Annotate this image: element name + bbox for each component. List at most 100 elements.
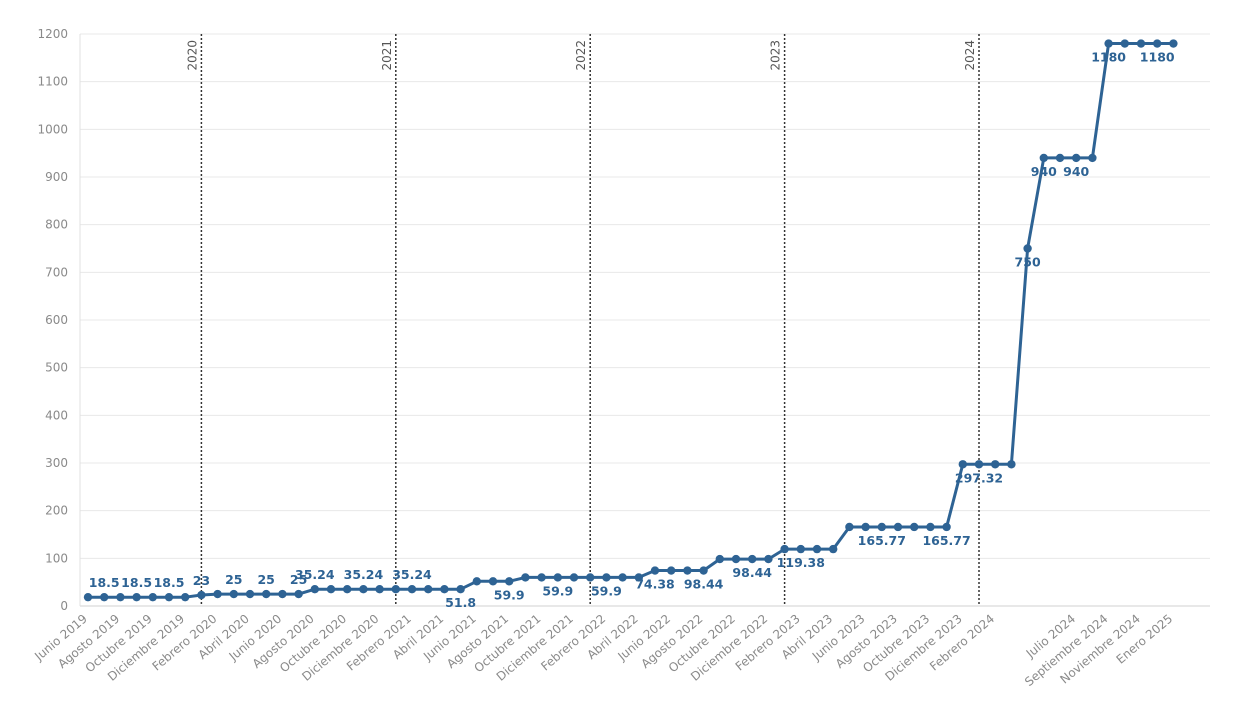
- data-label: 940: [1031, 164, 1057, 179]
- data-point: [796, 544, 805, 554]
- data-point: [731, 554, 741, 564]
- data-point: [1120, 39, 1130, 48]
- y-tick-label: 1000: [37, 122, 68, 136]
- y-tick-label: 400: [45, 408, 68, 422]
- y-tick-label: 600: [45, 313, 68, 327]
- data-point: [780, 544, 789, 554]
- data-point: [602, 573, 611, 582]
- data-point: [586, 573, 595, 582]
- data-label: 25: [290, 572, 307, 587]
- data-label: 98.44: [732, 565, 772, 580]
- data-point: [148, 592, 157, 602]
- data-label: 51.8: [445, 595, 476, 610]
- data-point: [1055, 153, 1065, 163]
- data-label: 35.24: [392, 567, 432, 582]
- data-point: [488, 577, 498, 586]
- data-point: [83, 592, 93, 602]
- data-point: [537, 573, 546, 582]
- year-label: 2020: [185, 40, 199, 71]
- data-point: [229, 589, 238, 599]
- data-point: [1104, 39, 1113, 48]
- data-point: [505, 577, 514, 586]
- year-label: 2022: [574, 40, 588, 71]
- data-label: 59.9: [591, 583, 622, 598]
- year-label: 2024: [963, 40, 977, 71]
- data-label: 119.38: [777, 555, 825, 570]
- data-point: [634, 573, 643, 582]
- data-point: [893, 522, 903, 532]
- data-point: [618, 573, 627, 582]
- data-point: [683, 566, 692, 575]
- data-point: [699, 566, 708, 575]
- data-label: 23: [193, 573, 210, 588]
- year-label: 2023: [769, 40, 783, 71]
- data-point: [764, 554, 773, 564]
- data-label: 25: [257, 572, 274, 587]
- data-point: [100, 592, 109, 602]
- data-point: [1007, 460, 1016, 469]
- data-label: 165.77: [858, 533, 906, 548]
- y-tick-label: 300: [45, 456, 68, 470]
- data-point: [942, 522, 951, 532]
- data-label: 18.5: [121, 575, 152, 590]
- data-label: 1180: [1140, 50, 1175, 65]
- data-label: 59.9: [542, 583, 573, 598]
- y-tick-label: 900: [45, 170, 68, 184]
- data-point: [861, 522, 870, 532]
- data-point: [213, 589, 222, 599]
- data-point: [245, 589, 255, 599]
- data-label: 750: [1015, 255, 1041, 270]
- data-label: 35.24: [344, 567, 384, 582]
- data-point: [1153, 39, 1162, 48]
- data-label: 18.5: [89, 575, 120, 590]
- data-point: [1088, 153, 1097, 163]
- data-point: [926, 522, 935, 532]
- data-label: 165.77: [922, 533, 970, 548]
- data-point: [877, 522, 886, 532]
- data-point: [650, 566, 660, 575]
- data-point: [181, 592, 190, 602]
- data-point: [974, 460, 984, 469]
- data-point: [164, 592, 174, 602]
- data-point: [715, 554, 724, 564]
- y-tick-label: 0: [60, 599, 68, 613]
- y-tick-label: 100: [45, 551, 68, 565]
- data-point: [1039, 153, 1049, 163]
- data-label: 98.44: [684, 577, 724, 592]
- data-point: [1023, 244, 1032, 253]
- y-tick-label: 200: [45, 504, 68, 518]
- data-point: [440, 585, 449, 594]
- data-point: [343, 585, 352, 594]
- data-point: [132, 592, 141, 602]
- data-point: [829, 544, 838, 554]
- data-label: 18.5: [154, 575, 185, 590]
- data-point: [667, 566, 676, 575]
- data-point: [262, 589, 271, 599]
- data-label: 35.24: [295, 567, 335, 582]
- data-label: 74.38: [635, 577, 675, 592]
- data-point: [326, 585, 336, 594]
- y-tick-label: 700: [45, 265, 68, 279]
- data-label: 59.9: [494, 587, 525, 602]
- data-point: [456, 585, 465, 594]
- data-label: 940: [1063, 164, 1089, 179]
- data-point: [910, 522, 919, 532]
- data-point: [294, 589, 303, 599]
- data-point: [958, 460, 967, 469]
- year-label: 2021: [380, 40, 394, 71]
- data-label: 25: [225, 572, 242, 587]
- y-tick-label: 800: [45, 218, 68, 232]
- data-point: [991, 460, 1000, 469]
- data-point: [1136, 39, 1146, 48]
- data-label: 297.32: [955, 470, 1003, 485]
- data-point: [407, 585, 417, 594]
- y-tick-label: 1200: [37, 27, 68, 41]
- data-label: 1180: [1091, 50, 1126, 65]
- data-point: [748, 554, 757, 564]
- data-point: [375, 585, 384, 594]
- data-point: [278, 589, 287, 599]
- data-point: [812, 544, 822, 554]
- y-tick-label: 1100: [37, 75, 68, 89]
